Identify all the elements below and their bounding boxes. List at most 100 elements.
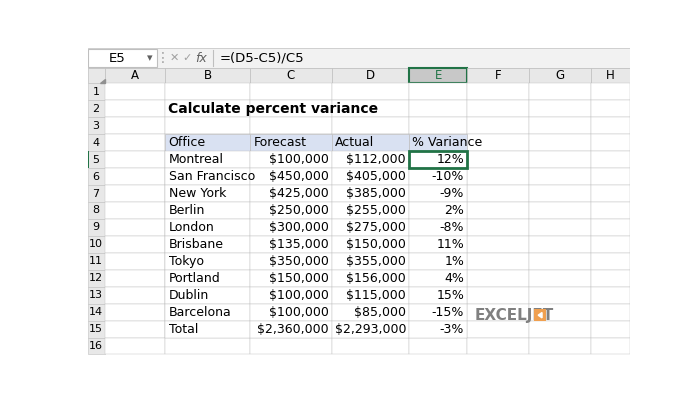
Bar [88,338,104,354]
Text: -3%: -3% [440,322,464,336]
Text: $425,000: $425,000 [269,187,328,200]
Text: ▾: ▾ [147,53,153,63]
Bar [88,151,104,168]
Bar [251,236,332,253]
Bar [332,84,409,100]
Bar [88,253,104,270]
Text: fx: fx [195,52,207,64]
Text: Total: Total [169,322,198,336]
Bar [332,253,409,270]
Bar [104,84,165,100]
Bar [332,151,409,168]
Bar [409,151,468,168]
Bar [104,219,165,236]
Text: $100,000: $100,000 [269,153,328,166]
Bar [251,304,332,320]
Bar [592,185,630,202]
Text: ✓: ✓ [182,53,191,63]
Bar [529,84,592,100]
Text: $112,000: $112,000 [346,153,406,166]
Text: H: H [606,69,615,82]
Text: $385,000: $385,000 [346,187,406,200]
Bar [88,287,104,304]
Bar [251,68,332,84]
Bar [529,134,592,151]
Bar [468,287,529,304]
Bar [529,338,592,354]
Bar [165,134,251,151]
Bar [529,168,592,185]
Polygon shape [100,79,104,84]
Bar [88,236,104,253]
Text: New York: New York [169,187,226,200]
Bar [468,270,529,287]
Text: E5: E5 [108,52,125,64]
Bar [468,185,529,202]
Text: $2,360,000: $2,360,000 [257,322,328,336]
Bar [332,185,409,202]
Bar [88,151,89,168]
Bar [332,134,409,151]
Bar [88,68,104,84]
Text: $115,000: $115,000 [346,289,406,302]
Bar [592,151,630,168]
Bar [88,219,104,236]
Text: $100,000: $100,000 [269,289,328,302]
Bar [409,100,468,117]
Bar [251,320,332,338]
Bar [104,168,165,185]
Text: Berlin: Berlin [169,204,205,217]
Bar [165,185,251,202]
Bar [165,134,251,151]
Bar [88,100,104,117]
Bar [468,151,529,168]
Bar [409,236,468,253]
Bar [165,185,251,202]
Text: $156,000: $156,000 [346,272,406,285]
Bar [409,304,468,320]
Bar [104,185,165,202]
Bar [468,320,529,338]
Bar [104,287,165,304]
Bar [251,304,332,320]
Bar [165,236,251,253]
Bar [251,134,332,151]
Bar [251,185,332,202]
Bar [104,253,165,270]
Bar [332,202,409,219]
Bar [468,168,529,185]
Bar [332,287,409,304]
Bar [332,236,409,253]
Bar [165,219,251,236]
Text: 12%: 12% [436,153,464,166]
Bar [592,202,630,219]
Bar [529,202,592,219]
Bar [88,270,104,287]
Bar [409,320,468,338]
Bar [165,287,251,304]
Bar [529,320,592,338]
Bar [251,168,332,185]
Bar [529,185,592,202]
Bar [468,304,529,320]
Bar [332,320,409,338]
Bar [251,134,332,151]
Bar [529,270,592,287]
Bar [104,100,165,117]
Text: A: A [131,69,139,82]
Bar [409,168,468,185]
Bar [251,100,332,117]
Bar [165,253,251,270]
Bar [165,320,251,338]
Bar [332,304,409,320]
Bar [592,84,630,100]
Text: $255,000: $255,000 [346,204,406,217]
Bar [332,304,409,320]
Bar [409,68,468,84]
Bar [409,185,468,202]
Bar [409,338,468,354]
Bar [592,287,630,304]
Bar [529,68,592,84]
Bar [468,68,529,84]
Bar [251,253,332,270]
